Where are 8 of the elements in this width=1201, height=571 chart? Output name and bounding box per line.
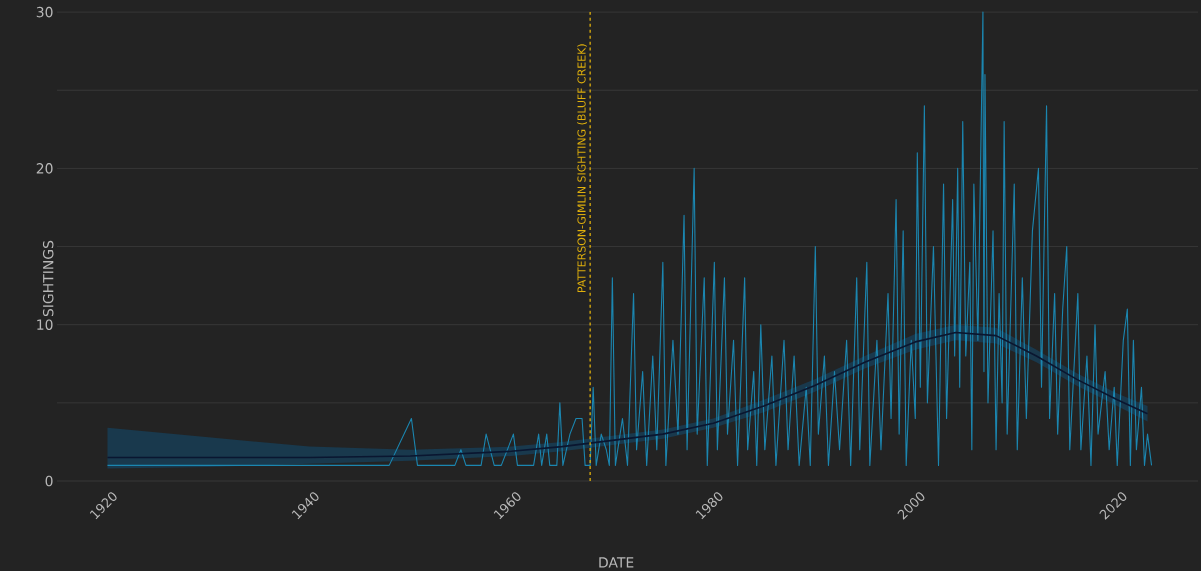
y-tick-label: 10 xyxy=(37,319,53,330)
y-tick-label: 30 xyxy=(36,6,53,18)
x-axis-title: DATE xyxy=(599,557,634,568)
y-tick-label: 20 xyxy=(36,163,53,174)
y-axis-title: SIGHTINGS xyxy=(42,240,54,317)
y-tick-label: 0 xyxy=(45,475,53,487)
ref-line-label: PATTERSON-GIMLIN SIGHTING (BLUFF CREEK) xyxy=(577,44,587,293)
line-series xyxy=(106,11,1153,466)
